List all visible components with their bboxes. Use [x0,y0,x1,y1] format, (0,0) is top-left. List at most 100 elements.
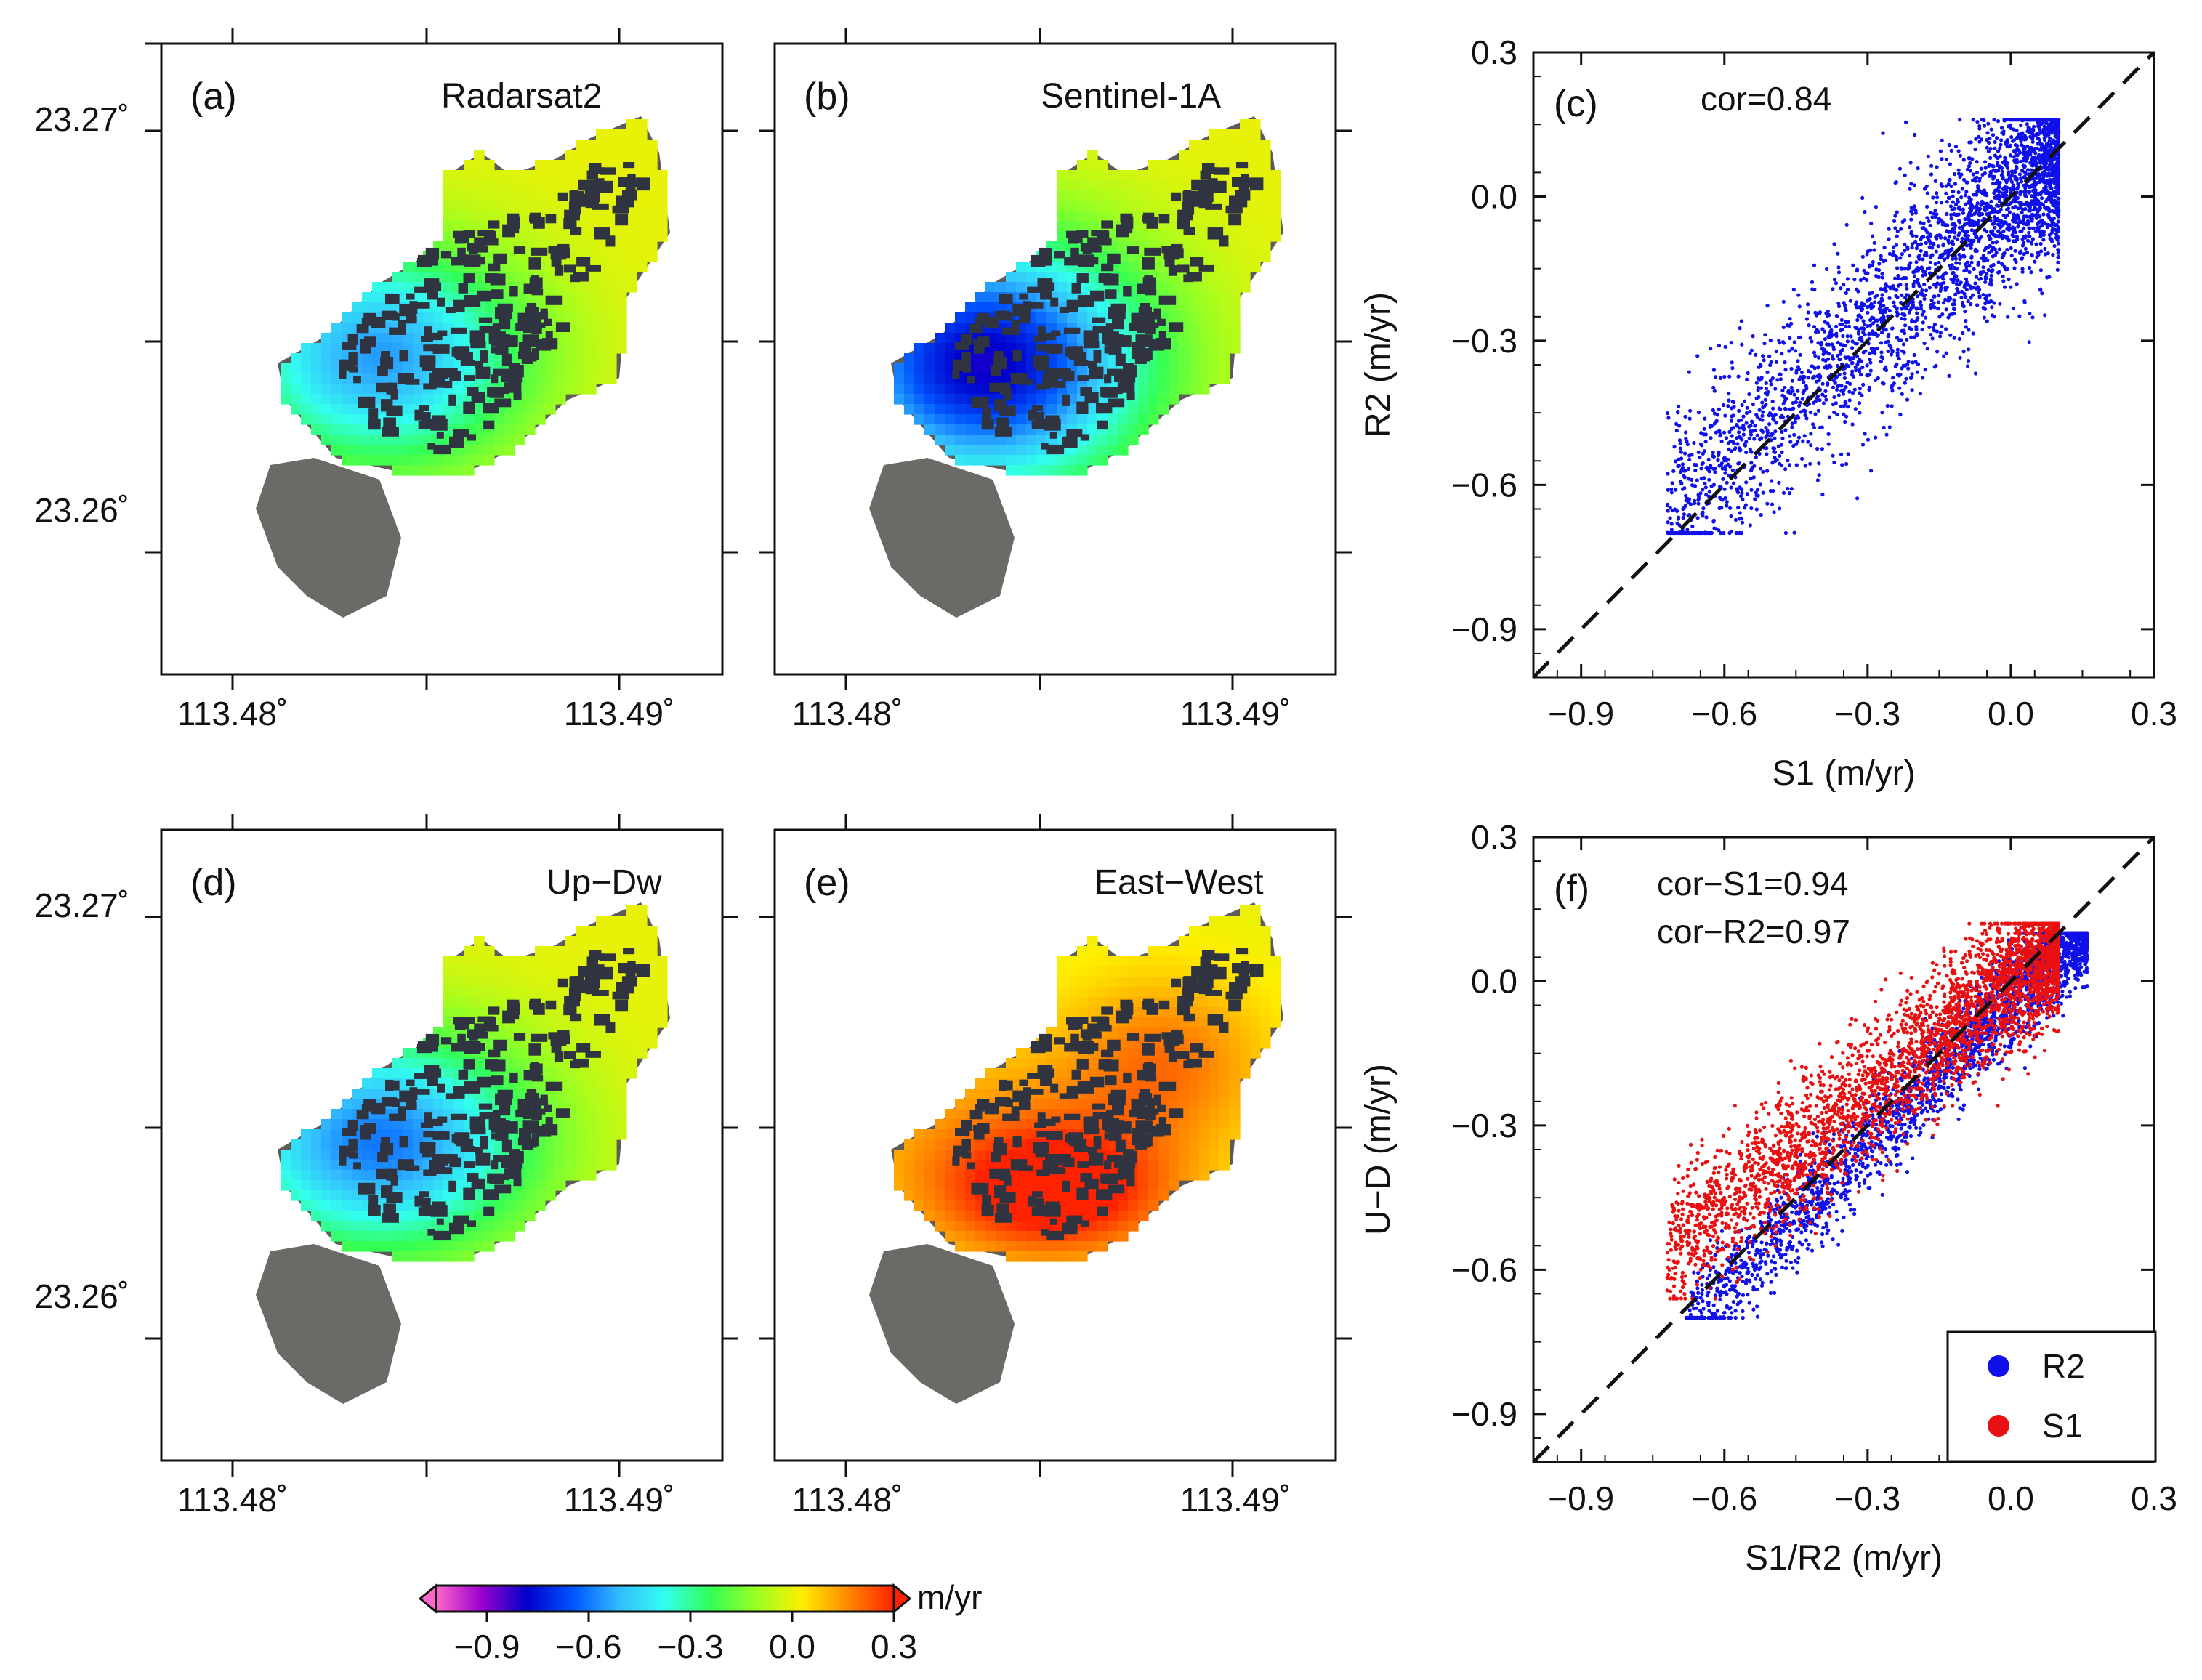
deformation-cell [1209,926,1220,937]
incoherent-pixel [467,434,477,441]
deformation-cell [545,282,556,293]
deformation-cell [1209,1089,1220,1099]
deformation-cell [525,1150,536,1160]
deformation-cell [453,1058,464,1069]
incoherent-pixel [475,1147,484,1155]
deformation-cell [935,404,945,415]
incoherent-pixel [432,1154,448,1166]
incoherent-pixel [501,353,512,367]
deformation-cell [616,282,627,293]
deformation-cell [555,946,566,957]
deformation-cell [443,180,454,191]
deformation-cell [525,404,536,415]
incoherent-pixel [533,1101,541,1115]
deformation-cell [453,333,464,344]
deformation-cell [1209,129,1220,140]
deformation-cell [1067,1058,1078,1069]
incoherent-pixel [1062,371,1075,381]
deformation-cell [555,966,566,977]
deformation-cell [403,1241,414,1252]
incoherent-pixel [475,366,491,379]
deformation-cell [1046,1190,1057,1201]
deformation-cell [1260,251,1271,262]
incoherent-pixel [994,1213,1012,1223]
deformation-cell [1148,1180,1159,1191]
deformation-cell [1128,1089,1139,1099]
deformation-cell [606,150,617,161]
deformation-cell [1077,1231,1088,1242]
deformation-cell [955,1241,966,1252]
deformation-cell [586,936,597,947]
deformation-cell [474,1190,485,1201]
scatter-point [1687,416,1692,421]
scatter-point [2029,270,2033,275]
deformation-cell [1250,190,1261,201]
deformation-cell [413,1221,424,1232]
incoherent-pixel [545,295,563,305]
deformation-cell [525,180,536,191]
deformation-cell [321,1139,332,1150]
deformation-cell [924,1180,935,1191]
deformation-cell [311,1211,322,1221]
incoherent-pixel [1105,289,1117,299]
deformation-cell [545,160,556,171]
deformation-cell [1179,946,1190,957]
incoherent-pixel [1071,1069,1082,1080]
deformation-cell [565,180,576,191]
incoherent-pixel [476,1076,491,1088]
deformation-cell [985,1221,996,1232]
deformation-cell [576,343,586,354]
deformation-cell [637,231,648,242]
deformation-cell [474,1221,485,1232]
deformation-cell [1209,150,1220,161]
deformation-cell [494,414,505,425]
deformation-cell [1250,936,1261,947]
incoherent-pixel [1177,1004,1190,1016]
deformation-cell [1219,1089,1230,1099]
deformation-cell [616,1089,627,1099]
scatter-point [1861,319,1866,323]
scatter-point [2056,248,2060,252]
deformation-cell [955,445,966,456]
deformation-cell [1036,1180,1047,1191]
incoherent-pixel [967,376,975,384]
deformation-cell [362,1241,373,1252]
deformation-cell [1026,445,1037,456]
deformation-cell [525,414,536,425]
deformation-cell [1097,997,1108,1008]
deformation-cell [331,404,342,415]
incoherent-pixel [1011,1106,1020,1115]
deformation-cell [647,221,658,232]
deformation-cell [1209,272,1220,283]
deformation-cell [1087,150,1098,161]
deformation-cell [1158,272,1169,283]
incoherent-pixel [1145,348,1153,360]
deformation-cell [504,170,515,181]
deformation-cell [372,373,383,384]
incoherent-pixel [386,294,400,304]
scatter-point [2024,158,2028,163]
deformation-cell [1260,977,1271,988]
deformation-cell [985,1089,996,1099]
deformation-cell [555,1099,566,1110]
deformation-cell [1016,1058,1027,1069]
incoherent-pixel [1213,167,1230,175]
deformation-cell [1250,150,1261,161]
deformation-cell [1260,201,1271,211]
deformation-cell [1158,180,1169,191]
incoherent-pixel [361,318,371,326]
deformation-cell [914,1190,925,1201]
incoherent-pixel [449,436,464,448]
deformation-cell [504,1027,515,1038]
incoherent-pixel [1028,1195,1037,1207]
deformation-cell [965,312,976,323]
deformation-cell [555,1170,566,1181]
deformation-cell [1087,936,1098,947]
deformation-cell [1219,312,1230,323]
deformation-cell [1230,241,1241,252]
deformation-cell [382,1068,393,1079]
deformation-cell [1169,394,1179,405]
incoherent-pixel [989,382,1006,393]
deformation-cell [1077,160,1088,171]
deformation-cell [301,1170,312,1181]
